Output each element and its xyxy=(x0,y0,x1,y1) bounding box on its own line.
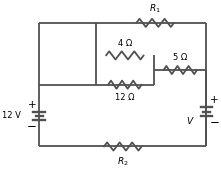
Text: 12 V: 12 V xyxy=(2,111,20,120)
Text: −: − xyxy=(210,116,220,129)
Text: +: + xyxy=(210,96,219,106)
Text: $V$: $V$ xyxy=(186,115,195,126)
Text: +: + xyxy=(28,100,36,109)
Text: 4 Ω: 4 Ω xyxy=(118,39,132,48)
Text: 5 Ω: 5 Ω xyxy=(173,53,187,62)
Text: $R_1$: $R_1$ xyxy=(149,2,161,15)
Text: $R_2$: $R_2$ xyxy=(117,155,129,168)
Text: 12 Ω: 12 Ω xyxy=(115,93,135,102)
Text: −: − xyxy=(27,121,37,133)
